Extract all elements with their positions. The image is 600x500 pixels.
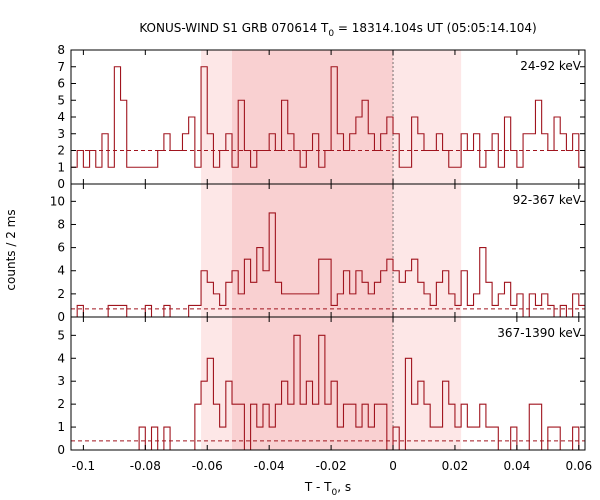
- x-tick-labels: -0.1 -0.08 -0.06 -0.04 -0.02 0 0.02 0.04 0.06: [72, 459, 592, 473]
- chart-title: KONUS-WIND S1 GRB 070614 T0 = 18314.104s…: [139, 21, 536, 39]
- band-label: 24-92 keV: [520, 59, 582, 73]
- y-tick-label: 4: [57, 110, 65, 124]
- y-tick-label: 5: [57, 93, 65, 107]
- x-tick-label: 0.02: [442, 459, 469, 473]
- band-label: 367-1390 keV: [497, 326, 581, 340]
- y-tick-label: 6: [57, 77, 65, 91]
- y-tick-label: 3: [57, 127, 65, 141]
- x-tick-label: -0.04: [254, 459, 285, 473]
- chart-title-main: KONUS-WIND S1 GRB 070614 T: [139, 21, 329, 35]
- x-axis-title-subscript: 0: [332, 488, 338, 498]
- x-tick-label: -0.08: [130, 459, 161, 473]
- interval-shade-dark: [232, 184, 394, 317]
- x-tick-label: 0.06: [565, 459, 592, 473]
- y-tick-label: 4: [57, 264, 65, 278]
- interval-shade-dark: [232, 50, 394, 184]
- y-tick-label: 10: [50, 194, 65, 208]
- y-tick-label: 5: [57, 328, 65, 342]
- y-tick-label: 0: [57, 310, 65, 324]
- y-tick-label: 1: [57, 420, 65, 434]
- y-tick-label: 0: [57, 177, 65, 191]
- y-tick-label: 8: [57, 217, 65, 231]
- y-tick-label: 1: [57, 160, 65, 174]
- panel-1: 0 1 2 3 4 5 6 7 8 24-92 keV: [57, 43, 586, 191]
- y-tick-label: 0: [57, 443, 65, 457]
- y-tick-label: 2: [57, 287, 65, 301]
- y-tick-label: 6: [57, 241, 65, 255]
- x-axis-title: T - T0, s: [304, 480, 351, 498]
- band-label: 92-367 keV: [513, 193, 582, 207]
- panel-2: 0 2 4 6 8 10 92-367 keV: [50, 183, 586, 324]
- x-tick-label: -0.06: [192, 459, 223, 473]
- x-axis-title-rest: , s: [337, 480, 351, 494]
- x-tick-label: 0: [389, 459, 397, 473]
- x-tick-label: -0.1: [72, 459, 95, 473]
- x-tick-label: 0.04: [504, 459, 531, 473]
- panel-3: 0 1 2 3 4 5 367-1390 keV: [57, 316, 586, 457]
- y-tick-label: 4: [57, 351, 65, 365]
- histogram-series: [71, 66, 585, 168]
- x-axis-title-main: T - T: [304, 480, 332, 494]
- y-tick-label: 8: [57, 43, 65, 57]
- chart-title-rest: = 18314.104s UT (05:05:14.104): [334, 21, 537, 35]
- panel-frame: [70, 316, 586, 451]
- y-axis-title: counts / 2 ms: [4, 209, 18, 290]
- y-tick-label: 7: [57, 60, 65, 74]
- y-tick-label: 2: [57, 144, 65, 158]
- x-tick-label: -0.02: [316, 459, 347, 473]
- panels-group: 0 1 2 3 4 5 6 7 8 24-92 keV 0 2 4 6 8 10 92-367 keV 0 1 2 3 4…: [50, 43, 592, 473]
- y-tick-label: 2: [57, 397, 65, 411]
- y-tick-label: 3: [57, 374, 65, 388]
- chart-title-subscript: 0: [328, 29, 334, 39]
